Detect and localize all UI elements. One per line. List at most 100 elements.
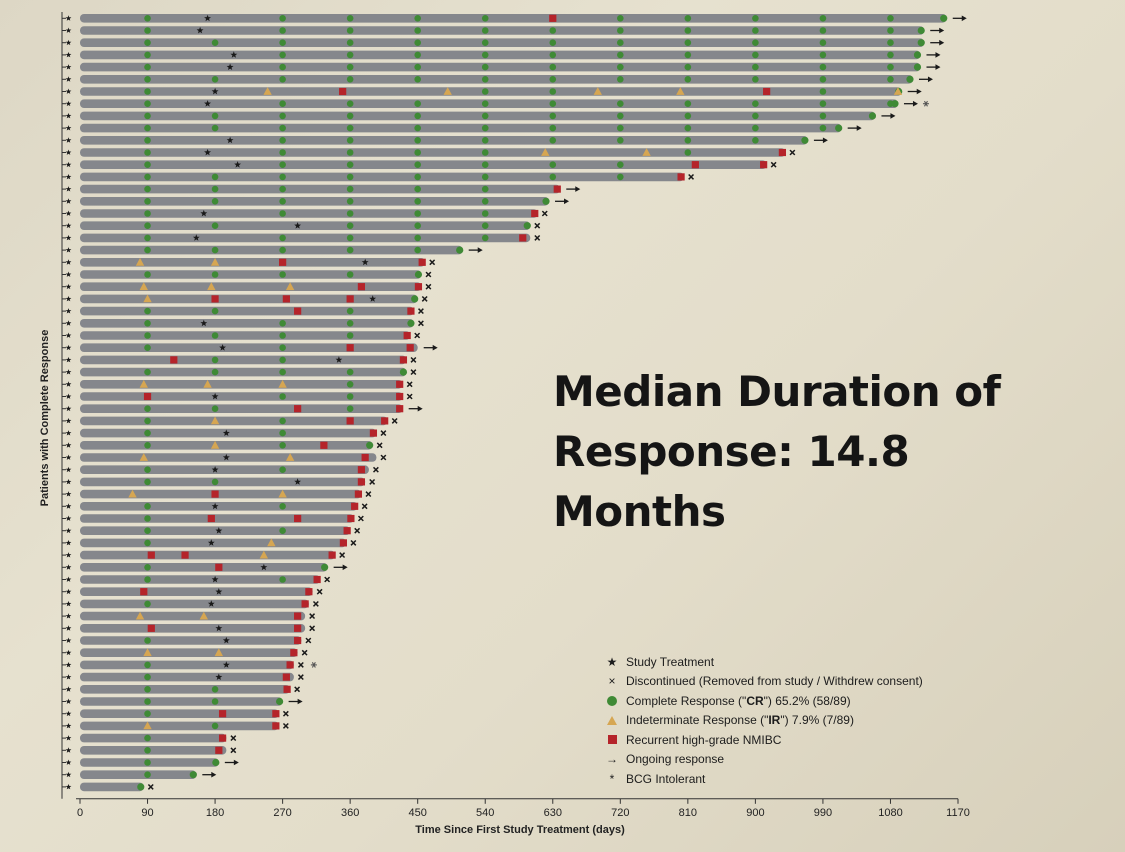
row-start-star [65, 320, 72, 326]
discontinued-marker [376, 442, 383, 449]
row-start-star [65, 393, 72, 399]
study-treatment-marker [234, 161, 241, 168]
recurrent-marker [346, 295, 354, 303]
patient-bar [80, 624, 306, 633]
complete-response-marker [144, 332, 151, 339]
complete-response-marker [144, 710, 151, 717]
discontinued-marker [770, 161, 777, 168]
complete-response-marker [144, 673, 151, 681]
complete-response-marker [414, 100, 421, 107]
recurrent-marker [354, 490, 363, 498]
complete-response-marker [617, 63, 624, 71]
discontinued-marker [282, 722, 289, 729]
discontinued-marker [312, 600, 319, 607]
complete-response-marker [617, 100, 624, 107]
ongoing-arrowhead [477, 247, 483, 253]
study-treatment-marker [204, 100, 211, 107]
complete-response-marker [819, 51, 827, 59]
patient-bar [80, 660, 294, 670]
complete-response-marker [481, 14, 489, 22]
study-treatment-marker [211, 466, 219, 473]
complete-response-marker [346, 39, 354, 46]
complete-response-marker [346, 149, 354, 156]
patient-bar [80, 331, 411, 340]
indeterminate-marker [139, 453, 148, 461]
complete-response-marker [917, 39, 925, 47]
recurrent-marker [763, 87, 771, 96]
complete-response-marker [549, 76, 557, 83]
complete-response-marker [144, 27, 151, 34]
row-start-star [65, 210, 72, 216]
ongoing-arrowhead [939, 39, 945, 46]
indeterminate-marker [203, 379, 212, 388]
row-start-star [65, 332, 72, 338]
recurrent-marker [339, 539, 348, 547]
x-tick-label: 720 [611, 807, 629, 819]
complete-response-marker [481, 198, 489, 205]
complete-response-marker [211, 198, 219, 205]
complete-response-marker [549, 112, 557, 120]
complete-response-marker [481, 222, 489, 229]
complete-response-marker [684, 112, 692, 120]
discontinued-marker [534, 234, 541, 241]
indeterminate-marker [135, 257, 145, 266]
complete-response-marker [144, 39, 151, 46]
complete-response-marker [549, 161, 557, 168]
complete-response-marker [346, 76, 354, 83]
complete-response-marker [144, 149, 151, 156]
complete-response-marker [481, 161, 489, 168]
ongoing-arrowhead [575, 186, 581, 192]
complete-response-marker [279, 271, 286, 278]
recurrent-marker [381, 417, 389, 425]
complete-response-marker [144, 124, 151, 132]
bcg-intolerant-marker [923, 100, 928, 107]
recurrent-marker [396, 405, 404, 413]
complete-response-marker [617, 173, 624, 181]
complete-response-marker [549, 100, 557, 107]
x-tick-label: 900 [746, 807, 764, 819]
complete-response-marker [414, 246, 421, 254]
complete-response-marker [549, 39, 557, 46]
complete-response-marker [279, 39, 286, 46]
discontinued-marker [297, 661, 304, 668]
patient-bar [80, 258, 426, 267]
discontinued-marker [357, 515, 364, 522]
legend-item-complete-response: Complete Response ("CR") 65.2% (58/89) [604, 691, 1004, 711]
legend-item-recurrent: Recurrent high-grade NMIBC [604, 730, 1004, 750]
patient-bar [80, 697, 283, 706]
complete-response-marker [617, 39, 624, 46]
row-start-star [65, 64, 72, 70]
patient-bar [80, 709, 279, 718]
indeterminate-marker [278, 489, 287, 498]
indeterminate-marker [443, 87, 452, 95]
discontinued-marker [147, 783, 154, 790]
row-start-star [65, 381, 72, 387]
patient-bar [80, 636, 302, 645]
x-tick-label: 180 [206, 807, 224, 819]
complete-response-marker [617, 51, 624, 59]
study-treatment-marker [215, 673, 223, 680]
complete-response-marker [819, 27, 827, 34]
complete-response-marker [346, 63, 354, 71]
complete-response-marker [399, 368, 408, 376]
complete-response-marker [414, 270, 423, 279]
complete-response-marker [414, 185, 421, 193]
indeterminate-marker [135, 611, 145, 620]
complete-response-marker [279, 149, 286, 156]
complete-response-marker [144, 173, 151, 181]
discontinued-marker [789, 149, 796, 156]
row-start-star [65, 161, 72, 168]
complete-response-marker [211, 307, 219, 315]
patient-bar [80, 62, 921, 72]
complete-response-marker [346, 405, 354, 413]
recurrent-marker [272, 710, 280, 718]
complete-response-marker [346, 51, 354, 59]
complete-response-marker [211, 368, 219, 376]
complete-response-marker [346, 246, 354, 254]
row-start-star [65, 466, 72, 473]
recurrent-marker [691, 161, 699, 169]
patient-bar [80, 282, 422, 291]
complete-response-marker [279, 51, 286, 59]
complete-response-marker [752, 137, 759, 144]
recurrent-marker [294, 612, 302, 620]
